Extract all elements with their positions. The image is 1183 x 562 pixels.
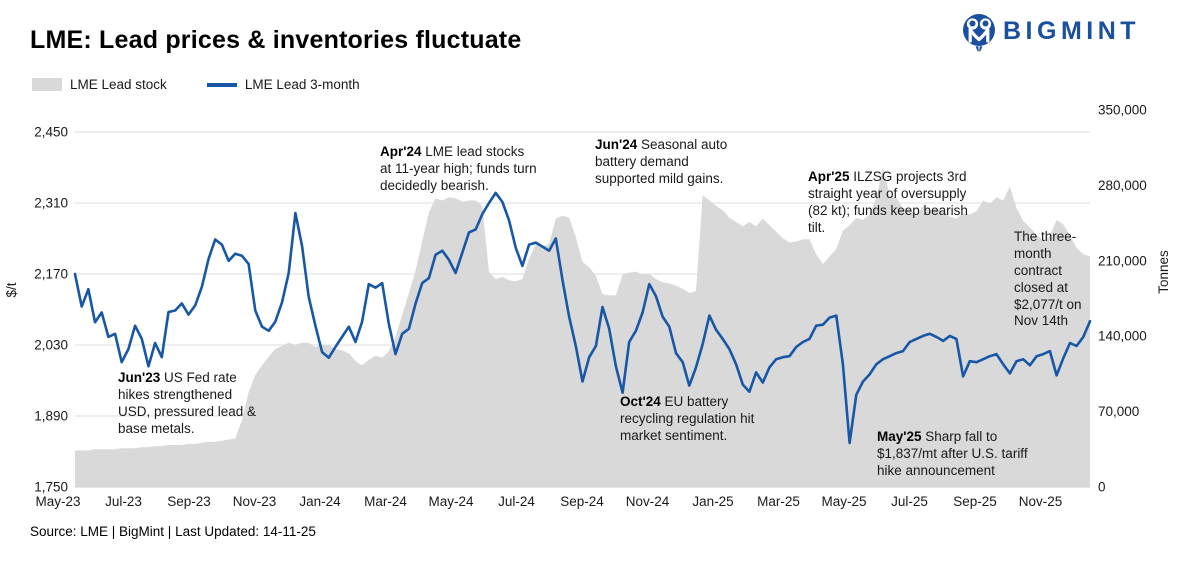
x-tick-label: May-23 xyxy=(35,494,80,509)
right-tick-label: 280,000 xyxy=(1098,178,1147,193)
bigmint-logo: BIGMINT xyxy=(963,14,1140,52)
area-swatch-icon xyxy=(32,78,62,91)
left-tick-label: 2,170 xyxy=(34,267,68,282)
x-tick-label: Nov-25 xyxy=(1019,494,1063,509)
legend-label-price: LME Lead 3-month xyxy=(244,77,360,92)
legend-item-stock: LME Lead stock xyxy=(32,77,167,92)
line-swatch-icon xyxy=(206,82,237,87)
x-tick-label: Sep-23 xyxy=(167,494,211,509)
right-tick-label: 0 xyxy=(1098,480,1106,495)
right-tick-label: 70,000 xyxy=(1098,404,1139,419)
right-tick-label: 350,000 xyxy=(1098,103,1147,118)
x-tick-label: Nov-24 xyxy=(626,494,670,509)
left-tick-label: 2,030 xyxy=(34,338,68,353)
left-tick-label: 1,890 xyxy=(34,409,68,424)
price-line-series xyxy=(73,191,1092,445)
legend-label-stock: LME Lead stock xyxy=(70,77,167,92)
x-tick-label: Jul-25 xyxy=(891,494,928,509)
x-tick-label: Sep-25 xyxy=(953,494,997,509)
chart-legend: LME Lead stock LME Lead 3-month xyxy=(32,77,360,92)
x-tick-label: Mar-25 xyxy=(757,494,800,509)
x-tick-label: Jul-24 xyxy=(498,494,535,509)
legend-item-price: LME Lead 3-month xyxy=(206,77,360,92)
right-tick-label: 210,000 xyxy=(1098,253,1147,268)
stock-area-series xyxy=(75,167,1090,487)
bigmint-wordmark: BIGMINT xyxy=(1003,17,1140,45)
x-tick-label: Jan-25 xyxy=(692,494,733,509)
left-tick-label: 2,450 xyxy=(34,125,68,140)
x-tick-label: Jan-24 xyxy=(299,494,341,509)
x-tick-label: May-25 xyxy=(821,494,866,509)
x-tick-label: Nov-23 xyxy=(233,494,277,509)
left-tick-label: 2,310 xyxy=(34,196,68,211)
source-note: Source: LME | BigMint | Last Updated: 14… xyxy=(30,524,316,539)
bigmint-icon xyxy=(963,14,995,52)
page-title: LME: Lead prices & inventories fluctuate xyxy=(30,26,522,54)
left-axis-title: $/t xyxy=(4,282,19,297)
x-tick-label: Sep-24 xyxy=(560,494,604,509)
x-tick-label: Mar-24 xyxy=(364,494,407,509)
left-tick-label: 1,750 xyxy=(34,480,68,495)
x-tick-label: May-24 xyxy=(428,494,474,509)
right-axis-ticks: 350,000 280,000 210,000 140,000 70,000 0 xyxy=(1098,103,1147,495)
right-tick-label: 140,000 xyxy=(1098,329,1147,344)
x-axis-ticks: May-23 Jul-23 Sep-23 Nov-23 Jan-24 Mar-24 May-… xyxy=(35,494,1062,509)
left-axis-ticks: 2,450 2,310 2,170 2,030 1,890 1,750 xyxy=(34,125,68,495)
x-tick-label: Jul-23 xyxy=(105,494,142,509)
right-axis-title: Tonnes xyxy=(1156,250,1171,294)
